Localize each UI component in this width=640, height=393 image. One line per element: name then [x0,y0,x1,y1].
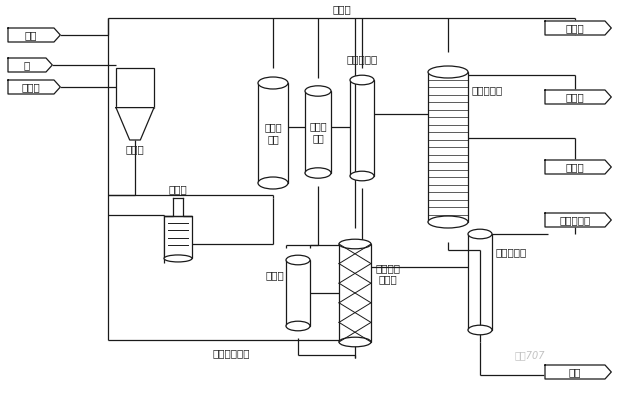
Text: 加氢石脑油: 加氢石脑油 [559,215,591,225]
Ellipse shape [286,321,310,331]
Ellipse shape [350,75,374,85]
Polygon shape [8,58,52,72]
Ellipse shape [468,325,492,335]
Text: 中质油: 中质油 [566,162,584,172]
Text: 溶剂加氢
反应器: 溶剂加氢 反应器 [375,263,400,284]
Text: 分离罐: 分离罐 [265,270,284,280]
Text: 煤浆罐: 煤浆罐 [125,144,145,154]
Bar [286,260,310,326]
Polygon shape [545,365,611,379]
Text: 预热器: 预热器 [168,184,188,194]
Ellipse shape [305,168,331,178]
Text: 催化剂: 催化剂 [22,82,40,92]
Ellipse shape [350,171,374,181]
Text: 煤: 煤 [24,60,30,70]
Text: 加氢循环溶剂: 加氢循环溶剂 [212,348,250,358]
Text: 减压蒸馏塔: 减压蒸馏塔 [496,247,527,257]
Bar [116,68,154,108]
Polygon shape [545,90,611,104]
Text: 轻质油: 轻质油 [566,92,584,102]
Ellipse shape [258,177,288,189]
Bar [305,91,331,173]
Polygon shape [545,21,611,35]
Polygon shape [173,198,183,216]
Ellipse shape [164,255,192,262]
Text: 低温分离器: 低温分离器 [346,54,378,64]
Polygon shape [545,160,611,174]
Text: 氢气: 氢气 [25,30,37,40]
Text: 液化反
应器: 液化反 应器 [264,122,282,144]
Ellipse shape [305,86,331,96]
Ellipse shape [428,66,468,78]
Ellipse shape [258,77,288,89]
Text: 燃料气: 燃料气 [566,23,584,33]
Polygon shape [8,80,60,94]
Text: 循环氢: 循环氢 [332,4,351,14]
Polygon shape [116,108,154,140]
Text: 高温分
离器: 高温分 离器 [309,121,327,143]
Ellipse shape [286,255,310,265]
Ellipse shape [428,216,468,228]
Ellipse shape [339,239,371,249]
Polygon shape [8,28,60,42]
Text: 残渣: 残渣 [569,367,581,377]
Bar [468,234,492,330]
Bar [350,80,374,176]
Polygon shape [545,213,611,227]
Ellipse shape [339,337,371,347]
Bar [339,244,371,342]
Text: 常压蒸馏塔: 常压蒸馏塔 [472,85,503,95]
Bar [258,83,288,183]
Ellipse shape [468,229,492,239]
Text: 化工707: 化工707 [515,350,545,360]
Bar [164,216,192,259]
Bar [428,72,468,222]
